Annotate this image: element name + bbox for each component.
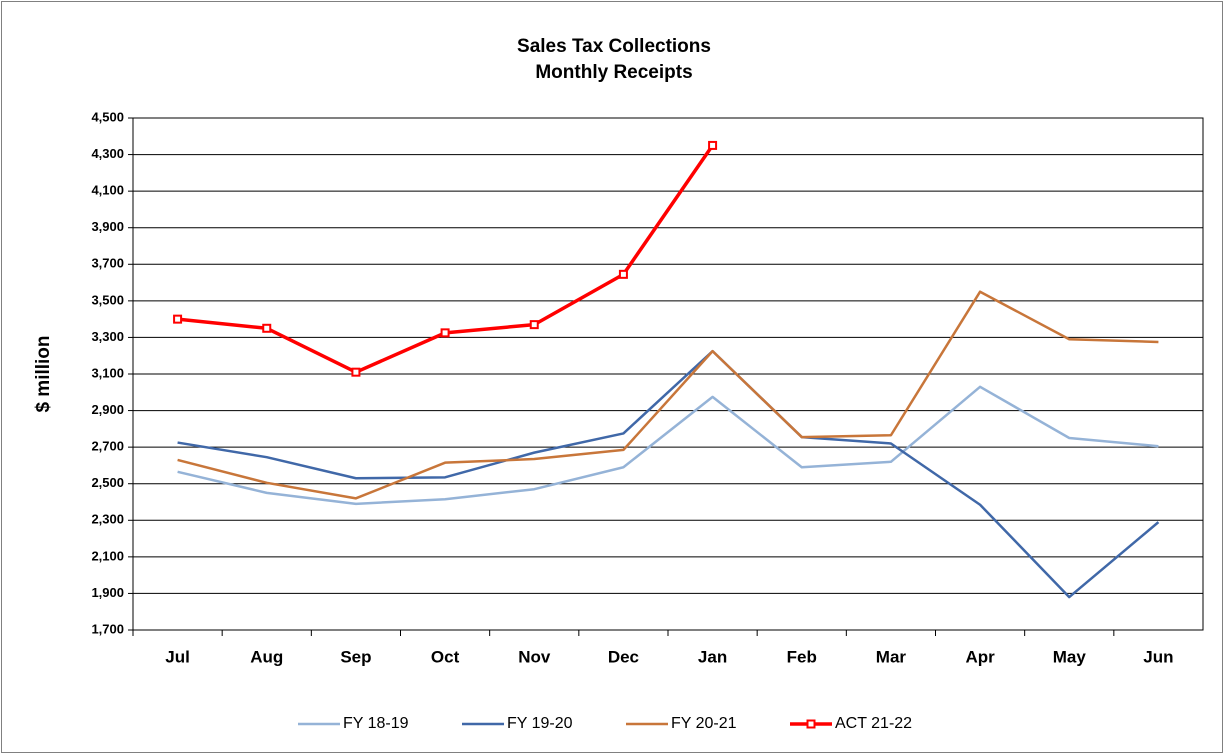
y-axis-label: $ million [33,335,54,412]
x-tick-label: Apr [965,647,995,666]
y-tick-label: 3,900 [91,219,124,234]
point-marker [262,323,272,333]
chart-title: Sales Tax Collections [517,36,711,57]
x-tick-label: Nov [518,647,551,666]
legend-label: ACT 21-22 [835,715,912,732]
point-marker [708,140,718,150]
point-marker [351,367,361,377]
point-marker [440,328,450,338]
x-tick-label: Jul [165,647,190,666]
legend-label: FY 20-21 [671,715,737,732]
x-tick-label: Dec [608,647,639,666]
x-tick-label: Mar [876,647,907,666]
series-line [177,349,1160,599]
y-tick-label: 2,300 [91,512,124,527]
series-line [177,385,1159,506]
y-tick-label: 3,100 [91,365,124,380]
series-line [177,290,1159,500]
y-tick-label: 2,100 [91,548,124,563]
x-tick-label: May [1053,647,1087,666]
legend-label: FY 19-20 [507,715,573,732]
point-marker [529,320,539,330]
legend-marker [806,719,816,729]
y-tick-label: 3,500 [91,292,124,307]
y-tick-label: 1,700 [91,621,124,636]
x-tick-label: Sep [340,647,371,666]
y-tick-label: 4,300 [91,146,124,161]
x-tick-label: Jun [1143,647,1173,666]
y-tick-label: 3,700 [91,256,124,271]
point-marker [173,314,183,324]
x-tick-label: Jan [698,647,727,666]
x-tick-label: Feb [787,647,817,666]
y-tick-label: 2,900 [91,402,124,417]
chart-subtitle: Monthly Receipts [535,62,692,83]
legend-label: FY 18-19 [343,715,409,732]
y-tick-label: 1,900 [91,585,124,600]
y-tick-label: 4,100 [91,183,124,198]
y-tick-label: 2,700 [91,439,124,454]
y-tick-label: 2,500 [91,475,124,490]
x-tick-label: Aug [250,647,283,666]
point-marker [618,269,628,279]
y-tick-label: 4,500 [91,109,124,124]
y-tick-label: 3,300 [91,329,124,344]
x-tick-label: Oct [431,647,460,666]
